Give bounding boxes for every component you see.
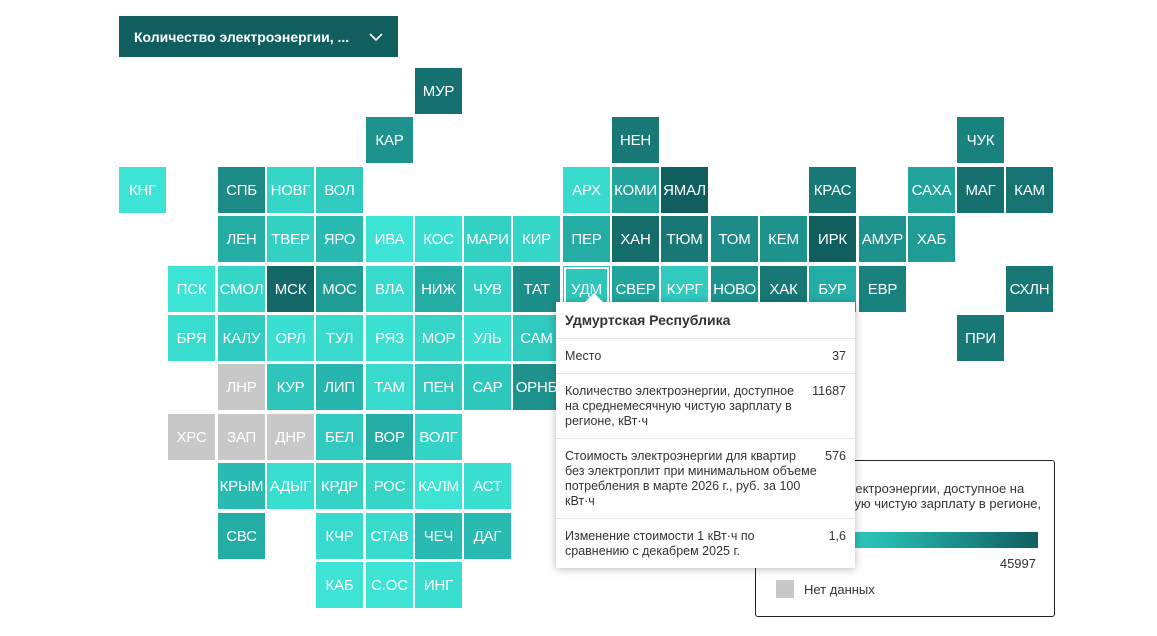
region-tile-КУР[interactable]: КУР xyxy=(267,364,314,410)
region-tile-СВС[interactable]: СВС xyxy=(218,513,265,559)
region-tile-АМУР[interactable]: АМУР xyxy=(859,216,906,262)
region-tile-ИВА[interactable]: ИВА xyxy=(366,216,413,262)
no-data-swatch xyxy=(776,580,794,598)
region-tile-НОВГ[interactable]: НОВГ xyxy=(267,167,314,213)
tooltip-row-value: 1,6 xyxy=(828,529,846,543)
region-tile-КЧР[interactable]: КЧР xyxy=(316,513,363,559)
region-tile-СТАВ[interactable]: СТАВ xyxy=(366,513,413,559)
tooltip-row-label: Изменение стоимости 1 кВт·ч по сравнению… xyxy=(565,529,755,558)
region-tile-ПСК[interactable]: ПСК xyxy=(168,266,215,312)
region-tile-ЕВР[interactable]: ЕВР xyxy=(859,266,906,312)
region-tile-СХЛН[interactable]: СХЛН xyxy=(1006,266,1053,312)
indicator-dropdown[interactable]: Количество электроэнергии, ... xyxy=(119,16,398,57)
region-tile-ЗАП[interactable]: ЗАП xyxy=(218,414,265,460)
region-tile-РОС[interactable]: РОС xyxy=(366,463,413,509)
region-tile-ДНР[interactable]: ДНР xyxy=(267,414,314,460)
region-tile-ЧУК[interactable]: ЧУК xyxy=(957,117,1004,163)
region-tile-МАРИ[interactable]: МАРИ xyxy=(464,216,511,262)
region-tile-ТАТ[interactable]: ТАТ xyxy=(513,266,560,312)
region-tile-КАБ[interactable]: КАБ xyxy=(316,562,363,608)
region-tile-ИНГ[interactable]: ИНГ xyxy=(415,562,462,608)
tooltip-row-electricity-amount: Количество электроэнергии, доступное на … xyxy=(556,374,855,439)
tooltip-arrow xyxy=(584,293,604,303)
region-tile-КАМ[interactable]: КАМ xyxy=(1006,167,1053,213)
region-tile-КАЛУ[interactable]: КАЛУ xyxy=(218,315,265,361)
region-tile-КАР[interactable]: КАР xyxy=(366,117,413,163)
region-tile-С.ОС[interactable]: С.ОС xyxy=(366,562,413,608)
region-tile-ПРИ[interactable]: ПРИ xyxy=(957,315,1004,361)
region-tile-МОС[interactable]: МОС xyxy=(316,266,363,312)
region-tile-ЧЕЧ[interactable]: ЧЕЧ xyxy=(415,513,462,559)
tooltip-row-electricity-cost: Стоимость электроэнергии для квартир без… xyxy=(556,439,855,519)
region-tile-ХАН[interactable]: ХАН xyxy=(612,216,659,262)
region-tile-МАГ[interactable]: МАГ xyxy=(957,167,1004,213)
region-tile-БЕЛ[interactable]: БЕЛ xyxy=(316,414,363,460)
region-tile-КИР[interactable]: КИР xyxy=(513,216,560,262)
region-tile-ХРС[interactable]: ХРС xyxy=(168,414,215,460)
region-tile-ЯРО[interactable]: ЯРО xyxy=(316,216,363,262)
region-tile-ОРНБ[interactable]: ОРНБ xyxy=(513,364,560,410)
tooltip-row-value: 37 xyxy=(832,349,846,363)
region-tile-ОРЛ[interactable]: ОРЛ xyxy=(267,315,314,361)
region-tile-ЯМАЛ[interactable]: ЯМАЛ xyxy=(661,167,708,213)
region-tile-РЯЗ[interactable]: РЯЗ xyxy=(366,315,413,361)
region-tile-ПЕН[interactable]: ПЕН xyxy=(415,364,462,410)
tooltip-row-cost-change: Изменение стоимости 1 кВт·ч по сравнению… xyxy=(556,519,855,568)
region-tile-АСТ[interactable]: АСТ xyxy=(464,463,511,509)
no-data-label: Нет данных xyxy=(804,582,875,597)
region-tile-САМ[interactable]: САМ xyxy=(513,315,560,361)
region-tile-МСК[interactable]: МСК xyxy=(267,266,314,312)
tooltip-row-label: Место xyxy=(565,349,602,363)
region-tile-НИЖ[interactable]: НИЖ xyxy=(415,266,462,312)
tooltip-row-rank: Место 37 xyxy=(556,339,855,374)
tooltip-row-label: Стоимость электроэнергии для квартир без… xyxy=(565,449,817,508)
region-tile-ХАБ[interactable]: ХАБ xyxy=(908,216,955,262)
region-tile-СПБ[interactable]: СПБ xyxy=(218,167,265,213)
region-tile-ВОЛ[interactable]: ВОЛ xyxy=(316,167,363,213)
region-tile-ВОР[interactable]: ВОР xyxy=(366,414,413,460)
region-tile-КРЫМ[interactable]: КРЫМ xyxy=(218,463,265,509)
region-tile-УЛЬ[interactable]: УЛЬ xyxy=(464,315,511,361)
region-tile-ЧУВ[interactable]: ЧУВ xyxy=(464,266,511,312)
region-tile-ИРК[interactable]: ИРК xyxy=(809,216,856,262)
region-tile-САР[interactable]: САР xyxy=(464,364,511,410)
region-tile-ЛЕН[interactable]: ЛЕН xyxy=(218,216,265,262)
region-tile-КАЛМ[interactable]: КАЛМ xyxy=(415,463,462,509)
region-tile-ПЕР[interactable]: ПЕР xyxy=(563,216,610,262)
region-tile-ТВЕР[interactable]: ТВЕР xyxy=(267,216,314,262)
tooltip-row-label: Количество электроэнергии, доступное на … xyxy=(565,384,795,428)
region-tile-АДЫГ[interactable]: АДЫГ xyxy=(267,463,314,509)
region-tile-КЕМ[interactable]: КЕМ xyxy=(760,216,807,262)
chevron-down-icon xyxy=(369,32,383,41)
tooltip-row-value: 11687 xyxy=(812,384,846,398)
region-tile-ДАГ[interactable]: ДАГ xyxy=(464,513,511,559)
region-tile-КРДР[interactable]: КРДР xyxy=(316,463,363,509)
tooltip-region-name: Удмуртская Республика xyxy=(556,302,855,339)
region-tile-ЛИП[interactable]: ЛИП xyxy=(316,364,363,410)
region-tile-САХА[interactable]: САХА xyxy=(908,167,955,213)
region-tile-КНГ[interactable]: КНГ xyxy=(119,167,166,213)
region-tile-ТАМ[interactable]: ТАМ xyxy=(366,364,413,410)
region-tile-КОМИ[interactable]: КОМИ xyxy=(612,167,659,213)
region-tile-ВОЛГ[interactable]: ВОЛГ xyxy=(415,414,462,460)
region-tile-БРЯ[interactable]: БРЯ xyxy=(168,315,215,361)
region-tile-ЛНР[interactable]: ЛНР xyxy=(218,364,265,410)
region-tile-ТУЛ[interactable]: ТУЛ xyxy=(316,315,363,361)
region-tile-НЕН[interactable]: НЕН xyxy=(612,117,659,163)
region-tile-АРХ[interactable]: АРХ xyxy=(563,167,610,213)
region-tile-КОС[interactable]: КОС xyxy=(415,216,462,262)
region-tile-КРАС[interactable]: КРАС xyxy=(809,167,856,213)
indicator-dropdown-label: Количество электроэнергии, ... xyxy=(134,28,350,45)
legend-max-value: 45997 xyxy=(999,556,1036,571)
region-tile-МОР[interactable]: МОР xyxy=(415,315,462,361)
region-tile-МУР[interactable]: МУР xyxy=(415,68,462,114)
region-tile-ТОМ[interactable]: ТОМ xyxy=(711,216,758,262)
region-tile-ТЮМ[interactable]: ТЮМ xyxy=(661,216,708,262)
tooltip-row-value: 576 xyxy=(825,449,846,463)
region-tile-СМОЛ[interactable]: СМОЛ xyxy=(218,266,265,312)
region-tooltip: Удмуртская Республика Место 37 Количеств… xyxy=(556,293,855,568)
region-tile-ВЛА[interactable]: ВЛА xyxy=(366,266,413,312)
